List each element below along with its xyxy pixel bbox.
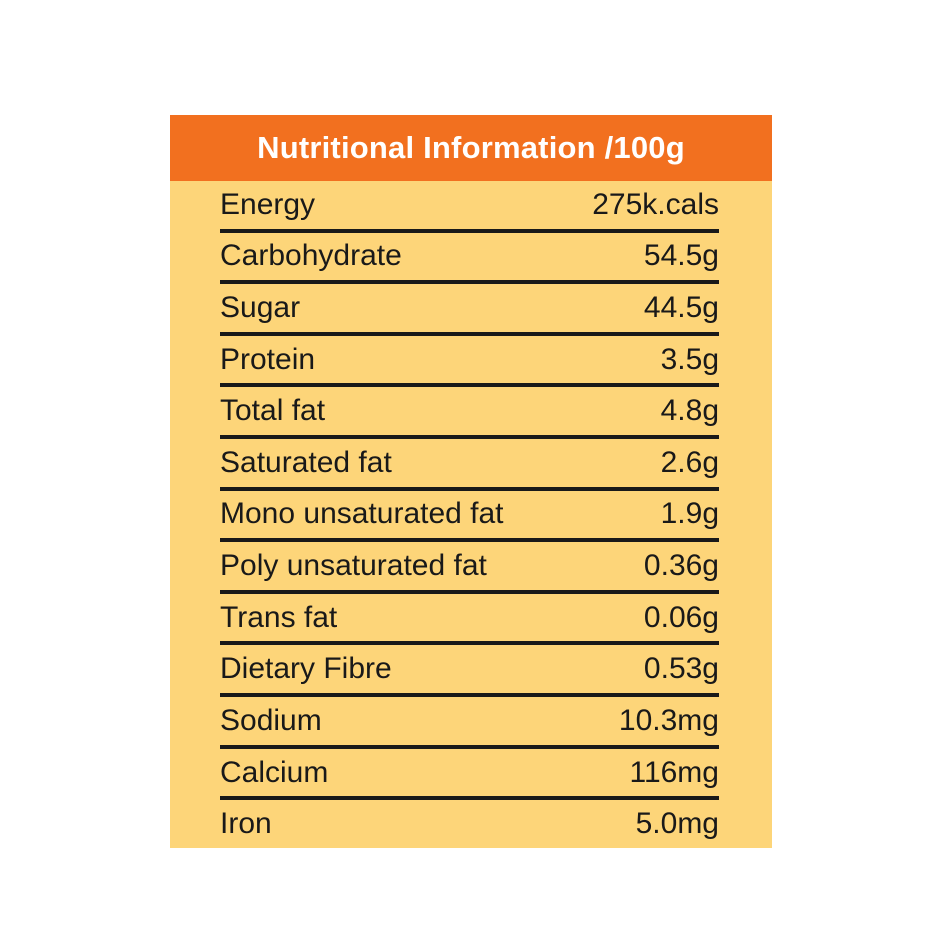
nutrient-value: 0.06g xyxy=(643,600,719,634)
nutrient-label: Mono unsaturated fat xyxy=(220,497,504,531)
nutrient-value: 10.3mg xyxy=(618,703,719,737)
nutrient-label: Dietary Fibre xyxy=(220,652,392,686)
nutrient-value: 0.53g xyxy=(643,652,719,686)
table-row: Calcium 116mg xyxy=(220,749,719,801)
nutrient-value: 44.5g xyxy=(643,291,719,325)
table-row: Protein 3.5g xyxy=(220,336,719,388)
nutrient-value: 1.9g xyxy=(660,497,719,531)
table-row: Energy 275k.cals xyxy=(220,181,719,233)
table-row: Iron 5.0mg xyxy=(220,800,719,848)
nutrient-label: Saturated fat xyxy=(220,445,392,479)
nutrient-label: Energy xyxy=(220,187,316,221)
card-header: Nutritional Information /100g xyxy=(170,115,772,181)
nutrient-value: 4.8g xyxy=(660,394,719,428)
nutrition-table: Energy 275k.cals Carbohydrate 54.5g Sugar 44.… xyxy=(170,181,772,848)
nutrient-value: 2.6g xyxy=(660,445,719,479)
table-row: Total fat 4.8g xyxy=(220,387,719,440)
table-row: Sugar 44.5g xyxy=(220,284,719,336)
nutrient-value: 116mg xyxy=(629,755,719,789)
table-row: Mono unsaturated fat 1.9g xyxy=(220,491,719,543)
nutrient-value: 54.5g xyxy=(643,239,719,273)
table-row: Trans fat 0.06g xyxy=(220,594,719,646)
table-row: Saturated fat 2.6g xyxy=(220,439,719,491)
table-row: Sodium 10.3mg xyxy=(220,697,719,749)
nutrient-value: 0.36g xyxy=(643,549,719,583)
table-row: Dietary Fibre 0.53g xyxy=(220,645,719,698)
nutrient-label: Sugar xyxy=(220,291,301,325)
nutrition-card: Nutritional Information /100g Energy 275k… xyxy=(170,115,772,848)
nutrient-label: Protein xyxy=(220,342,316,376)
nutrient-value: 275k.cals xyxy=(592,187,719,221)
card-title: Nutritional Information /100g xyxy=(257,130,685,165)
nutrient-label: Sodium xyxy=(220,703,322,737)
nutrient-label: Calcium xyxy=(220,755,329,789)
nutrient-value: 3.5g xyxy=(660,342,719,376)
nutrient-label: Iron xyxy=(220,807,272,841)
nutrient-label: Poly unsaturated fat xyxy=(220,549,487,583)
table-row: Carbohydrate 54.5g xyxy=(220,233,719,285)
nutrient-label: Trans fat xyxy=(220,600,338,634)
nutrient-label: Total fat xyxy=(220,394,326,428)
nutrient-label: Carbohydrate xyxy=(220,239,402,273)
table-row: Poly unsaturated fat 0.36g xyxy=(220,542,719,594)
nutrient-value: 5.0mg xyxy=(635,807,719,841)
